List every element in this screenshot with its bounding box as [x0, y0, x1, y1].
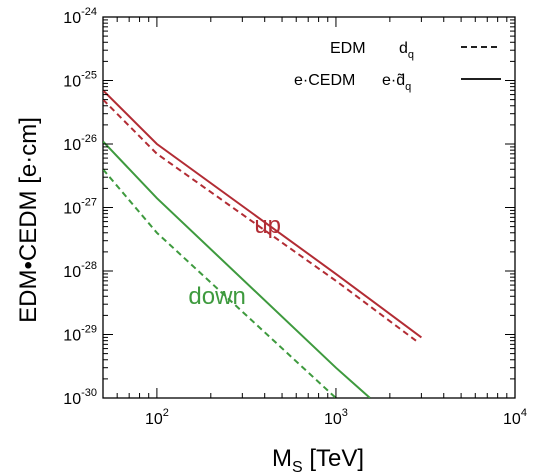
- legend-symbol-main: d: [399, 40, 408, 57]
- y-tick-label-base: 10: [63, 201, 81, 218]
- legend-symbol-main: e·d̃: [382, 72, 405, 89]
- x-tick-label: 102: [145, 407, 169, 428]
- y-tick-label-base: 10: [63, 264, 81, 281]
- x-tick-label-exp: 4: [521, 407, 527, 419]
- y-axis-title: EDM•CEDM [e·cm]: [15, 117, 42, 323]
- series-line-down-edm: [103, 168, 337, 398]
- annotation-up: up: [254, 212, 281, 239]
- series-line-up-edm: [103, 98, 417, 342]
- y-tick-label-exp: -28: [81, 260, 97, 272]
- series-line-down-cedm: [103, 140, 371, 398]
- x-tick-label: 104: [503, 407, 527, 428]
- y-tick-label-base: 10: [63, 391, 81, 408]
- legend-symbol: dq: [399, 40, 414, 61]
- y-tick-label: 10-29: [63, 324, 97, 345]
- legend-symbol-sub: q: [405, 81, 411, 93]
- x-tick-label-base: 10: [503, 411, 521, 428]
- y-tick-label-base: 10: [63, 10, 81, 27]
- x-axis-title: MS [TeV]: [272, 445, 364, 474]
- y-tick-label-base: 10: [63, 137, 81, 154]
- legend-label: EDM: [330, 40, 366, 57]
- y-tick-label-exp: -25: [81, 70, 97, 82]
- y-tick-label: 10-27: [63, 197, 97, 218]
- y-tick-label-base: 10: [63, 74, 81, 91]
- y-tick-label-exp: -24: [81, 6, 97, 18]
- annotation-down: down: [188, 283, 245, 310]
- legend-symbol: e·d̃q: [382, 72, 411, 93]
- series-line-up-cedm: [103, 89, 422, 339]
- y-tick-label: 10-28: [63, 260, 97, 281]
- x-tick-label: 103: [324, 407, 348, 428]
- annotations: up down: [188, 212, 281, 310]
- y-tick-label-exp: -30: [81, 387, 97, 399]
- x-tick-label-exp: 2: [163, 407, 169, 419]
- series-layer: [103, 89, 422, 398]
- y-tick-label: 10-26: [63, 133, 97, 154]
- y-tick-label-exp: -26: [81, 133, 97, 145]
- y-tick-label-exp: -27: [81, 197, 97, 209]
- y-tick-label-exp: -29: [81, 324, 97, 336]
- y-tick-label: 10-30: [63, 387, 97, 408]
- legend-symbol-sub: q: [408, 49, 414, 61]
- x-tick-label-base: 10: [145, 411, 163, 428]
- x-tick-label-base: 10: [324, 411, 342, 428]
- y-tick-label: 10-24: [63, 6, 97, 27]
- legend-label: e·CEDM: [294, 72, 355, 89]
- y-tick-label: 10-25: [63, 70, 97, 91]
- x-tick-label-exp: 3: [342, 407, 348, 419]
- legend: EDM dqe·CEDM e·d̃q: [294, 40, 501, 93]
- y-tick-label-base: 10: [63, 328, 81, 345]
- x-axis-ticks: 102 103 104: [102, 17, 527, 428]
